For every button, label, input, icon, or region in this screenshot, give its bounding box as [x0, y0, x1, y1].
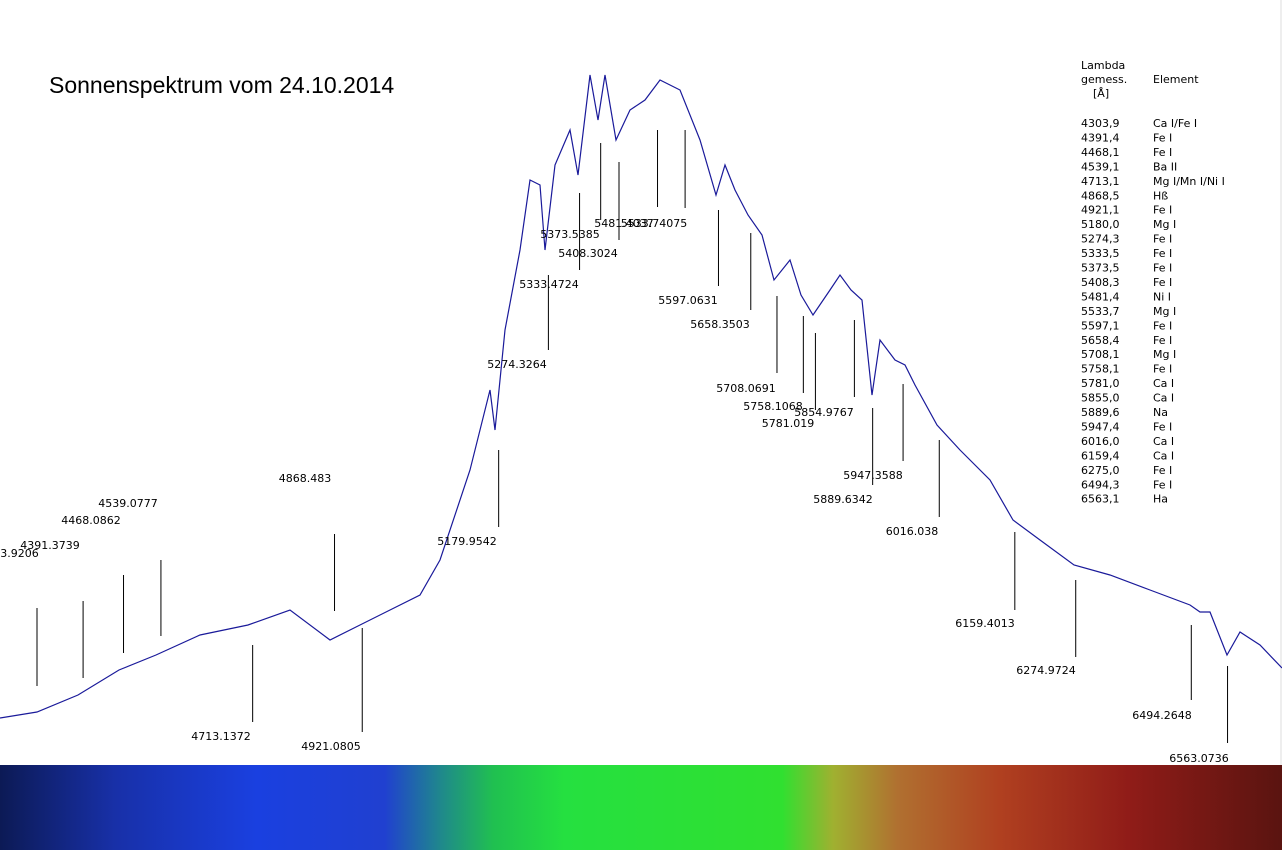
table-cell: 6159,4	[1081, 449, 1120, 462]
spectrum-curve	[0, 74, 1282, 719]
table-header: gemess.	[1081, 73, 1127, 86]
table-cell: Mg I	[1153, 218, 1176, 231]
marker-label: 4468.0862	[61, 514, 121, 527]
table-cell: 5658,4	[1081, 334, 1120, 347]
table-cell: Na	[1153, 406, 1168, 419]
table-cell: Ca I	[1153, 435, 1174, 448]
table-cell: Ca I	[1153, 392, 1174, 405]
marker-label: 6274.9724	[1016, 664, 1076, 677]
marker-label: 5758.1068	[743, 400, 803, 413]
table-cell: Hß	[1153, 189, 1168, 202]
table-cell: Fe I	[1153, 131, 1172, 144]
marker-label: 4303.9206	[0, 547, 39, 560]
table-cell: Fe I	[1153, 319, 1172, 332]
table-cell: Fe I	[1153, 276, 1172, 289]
marker-label: 5708.0691	[716, 382, 776, 395]
marker-label: 5597.0631	[658, 294, 718, 307]
table-header: [Å]	[1093, 87, 1109, 100]
table-cell: Fe I	[1153, 334, 1172, 347]
table-cell: 4713,1	[1081, 175, 1120, 188]
marker-label: 5533.74075	[621, 217, 687, 230]
table-cell: 5597,1	[1081, 319, 1120, 332]
table-cell: Ha	[1153, 493, 1168, 506]
table-cell: 5408,3	[1081, 276, 1120, 289]
table-cell: 5373,5	[1081, 262, 1120, 275]
marker-label: 5481.4037	[594, 217, 654, 230]
table-cell: 5533,7	[1081, 305, 1120, 318]
table-header: Element	[1153, 73, 1199, 86]
table-cell: 5889,6	[1081, 406, 1120, 419]
table-cell: 4868,5	[1081, 189, 1120, 202]
table-cell: Fe I	[1153, 464, 1172, 477]
table-cell: 4539,1	[1081, 160, 1120, 173]
marker-label: 4539.0777	[98, 497, 158, 510]
marker-label: 5179.9542	[437, 535, 497, 548]
marker-label: 6159.4013	[955, 617, 1015, 630]
table-cell: 4391,4	[1081, 131, 1120, 144]
table-cell: 6275,0	[1081, 464, 1120, 477]
marker-label: 6016.038	[886, 525, 939, 538]
marker-label: 6494.2648	[1132, 709, 1192, 722]
table-cell: 6016,0	[1081, 435, 1120, 448]
marker-label: 4921.0805	[301, 740, 361, 753]
table-cell: Ca I	[1153, 449, 1174, 462]
table-cell: 5855,0	[1081, 392, 1120, 405]
table-cell: 4303,9	[1081, 117, 1120, 130]
marker-label: 5781.019	[762, 417, 815, 430]
marker-label: 4713.1372	[191, 730, 251, 743]
marker-label: 5373.5385	[540, 228, 600, 241]
table-cell: Ca I	[1153, 377, 1174, 390]
table-header: Lambda	[1081, 59, 1125, 72]
table-cell: 5947,4	[1081, 420, 1120, 433]
marker-label: 4391.3739	[20, 539, 80, 552]
spectrum-band	[0, 765, 1282, 850]
table-cell: Mg I	[1153, 305, 1176, 318]
table-cell: Ca I/Fe I	[1153, 117, 1197, 130]
table-cell: 4921,1	[1081, 204, 1120, 217]
table-cell: Mg I/Mn I/Ni I	[1153, 175, 1225, 188]
table-cell: 6563,1	[1081, 493, 1120, 506]
chart-title: Sonnenspektrum vom 24.10.2014	[49, 72, 394, 98]
table-cell: 5180,0	[1081, 218, 1120, 231]
table-cell: Fe I	[1153, 204, 1172, 217]
table-cell: 5274,3	[1081, 233, 1120, 246]
table-cell: 5758,1	[1081, 363, 1120, 376]
marker-label: 5408.3024	[558, 247, 618, 260]
table-cell: Fe I	[1153, 363, 1172, 376]
marker-label: 5658.3503	[690, 318, 750, 331]
marker-label: 5333.4724	[519, 278, 579, 291]
table-cell: Fe I	[1153, 420, 1172, 433]
table-cell: 4468,1	[1081, 146, 1120, 159]
table-cell: 5333,5	[1081, 247, 1120, 260]
table-cell: Fe I	[1153, 262, 1172, 275]
table-cell: Ni I	[1153, 290, 1171, 303]
marker-label: 5947.3588	[843, 469, 903, 482]
marker-label: 4868.483	[279, 472, 332, 485]
marker-label: 6563.0736	[1169, 752, 1229, 765]
marker-label: 5889.6342	[813, 493, 873, 506]
table-cell: Mg I	[1153, 348, 1176, 361]
table-cell: 5781,0	[1081, 377, 1120, 390]
table-cell: Fe I	[1153, 233, 1172, 246]
table-cell: 5708,1	[1081, 348, 1120, 361]
marker-label: 5854.9767	[794, 406, 854, 419]
table-cell: 6494,3	[1081, 478, 1120, 491]
table-cell: Fe I	[1153, 478, 1172, 491]
table-cell: Fe I	[1153, 247, 1172, 260]
table-cell: 5481,4	[1081, 290, 1120, 303]
table-cell: Ba II	[1153, 160, 1177, 173]
table-cell: Fe I	[1153, 146, 1172, 159]
marker-label: 5274.3264	[487, 358, 547, 371]
